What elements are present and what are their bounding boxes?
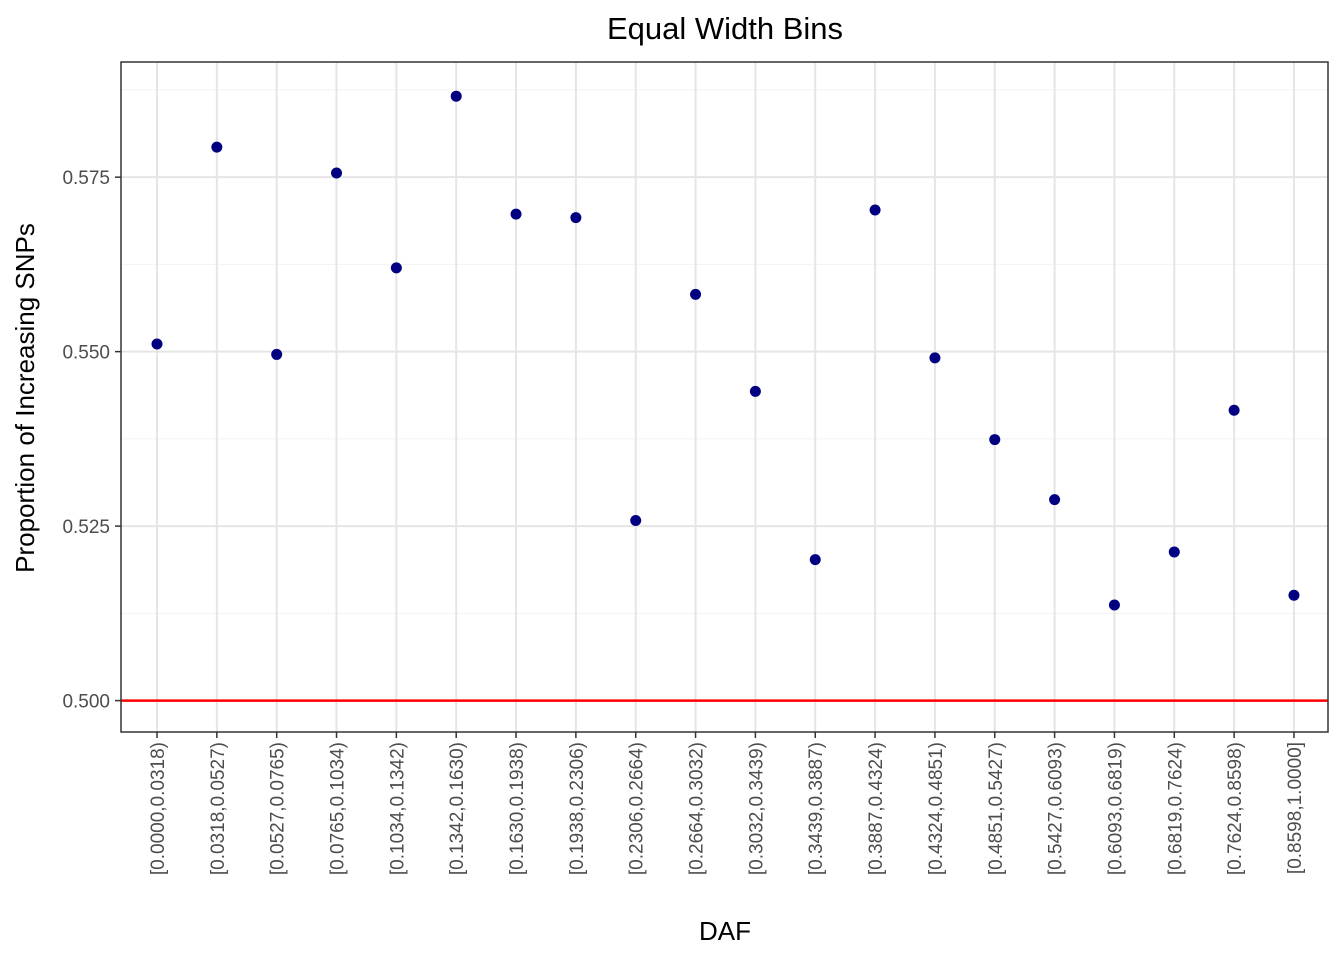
minor-gridlines — [121, 89, 1328, 614]
data-point — [390, 262, 402, 274]
x-tick-label: [0.7624,0.8598) — [1225, 742, 1246, 875]
data-point — [570, 212, 582, 224]
y-axis: 0.500 0.525 0.550 0.575 — [62, 168, 121, 713]
x-tick-label: [0.4324,0.4851) — [926, 742, 947, 875]
x-tick-label: [0.5427,0.6093) — [1046, 742, 1067, 875]
data-point — [929, 352, 941, 364]
plot-panel-border — [120, 61, 1329, 733]
data-point — [809, 554, 821, 566]
x-tick-label: [0.4851,0.5427) — [986, 742, 1007, 875]
data-point — [749, 385, 761, 397]
data-point — [1168, 546, 1180, 558]
y-axis-title: Proportion of Increasing SNPs — [10, 223, 40, 573]
x-axis-title: DAF — [699, 916, 751, 946]
y-tick-label: 0.550 — [62, 343, 110, 364]
x-tick-label: [0.1034,0.1342) — [387, 742, 408, 875]
x-tick-label: [0.1630,0.1938) — [507, 742, 528, 875]
data-point — [271, 348, 283, 360]
data-point — [450, 90, 462, 102]
x-tick-label: [0.3887,0.4324) — [866, 742, 887, 875]
chart-title: Equal Width Bins — [607, 11, 843, 46]
x-tick-label: [0.6819,0.7624) — [1165, 742, 1186, 875]
data-points — [151, 90, 1300, 611]
x-axis: [0.0000,0.0318) [0.0318,0.0527) [0.0527,0.… — [148, 732, 1306, 875]
x-tick-label: [0.0527,0.0765) — [268, 742, 289, 875]
x-tick-label: [0.1938,0.2306) — [567, 742, 588, 875]
x-tick-label: [0.0765,0.1034) — [328, 742, 349, 875]
data-point — [331, 167, 343, 179]
data-point — [211, 141, 223, 153]
data-point — [1228, 404, 1240, 416]
data-point — [1288, 589, 1300, 601]
y-tick-label: 0.525 — [62, 517, 110, 538]
y-tick-label: 0.575 — [62, 168, 110, 189]
x-tick-label: [0.6093,0.6819) — [1105, 742, 1126, 875]
data-point — [510, 208, 522, 220]
x-tick-label: [0.3032,0.3439) — [746, 742, 767, 875]
x-tick-label: [0.0000,0.0318) — [148, 742, 169, 875]
data-point — [151, 338, 163, 350]
data-point — [690, 288, 702, 300]
x-tick-label: [0.1342,0.1630) — [447, 742, 468, 875]
data-point — [630, 515, 642, 527]
x-tick-label: [0.0318,0.0527) — [208, 742, 229, 875]
x-tick-label: [0.3439,0.3887) — [806, 742, 827, 875]
data-point — [989, 434, 1001, 446]
data-point — [1108, 599, 1120, 611]
y-tick-label: 0.500 — [62, 692, 110, 713]
data-point — [869, 204, 881, 216]
x-tick-label: [0.8598,1.0000] — [1285, 742, 1306, 874]
data-point — [1049, 494, 1061, 506]
x-tick-label: [0.2306,0.2664) — [627, 742, 648, 875]
x-tick-label: [0.2664,0.3032) — [687, 742, 708, 875]
